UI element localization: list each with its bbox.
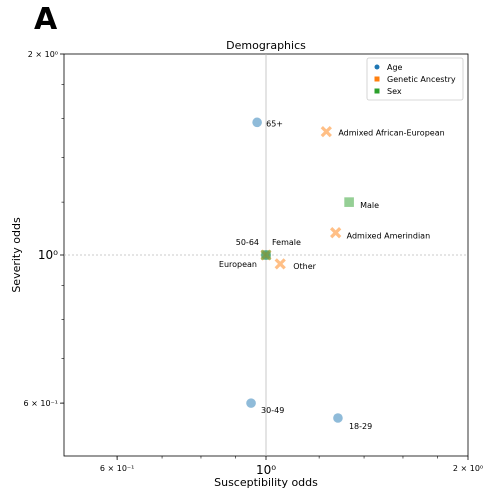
chart-title: Demographics (226, 39, 306, 52)
y-tick-label: 2 × 10⁰ (28, 50, 58, 59)
legend-label: Age (387, 63, 403, 72)
data-point-age (246, 398, 256, 408)
data-point-genetic-ancestry (330, 227, 342, 239)
legend-box (366, 57, 464, 101)
y-axis-label: Severity odds (10, 217, 23, 293)
data-point-age (333, 413, 343, 423)
data-point-label: Female (272, 238, 301, 247)
data-point-label: Other (293, 262, 316, 271)
data-point-label: 50-64 (236, 238, 259, 247)
legend-label: Sex (387, 87, 402, 96)
legend-marker (374, 64, 380, 70)
data-point-label: Admixed African-European (338, 129, 444, 138)
legend-marker (374, 88, 380, 94)
data-point-label: 30-49 (261, 406, 284, 415)
data-point-genetic-ancestry (320, 126, 332, 138)
data-point-label: European (219, 260, 257, 269)
legend-marker (374, 76, 380, 82)
data-point-label: 18-29 (349, 422, 372, 431)
data-point-label: Male (360, 201, 379, 210)
panel-letter: A (34, 2, 58, 37)
y-tick-label: 6 × 10⁻¹ (24, 399, 59, 408)
data-point-age (252, 117, 262, 128)
data-point-label: Admixed Amerindian (347, 232, 431, 241)
data-point-label: 65+ (266, 119, 283, 128)
legend-label: Genetic Ancestry (387, 75, 456, 84)
data-point-sex (261, 250, 271, 260)
x-tick-label: 2 × 10⁰ (453, 464, 483, 473)
x-tick-label: 10⁰ (256, 463, 276, 477)
x-tick-label: 6 × 10⁻¹ (100, 464, 135, 473)
data-point-genetic-ancestry (274, 258, 286, 270)
x-axis-label: Susceptibility odds (214, 476, 318, 489)
y-tick-label: 10⁰ (38, 248, 58, 262)
data-point-sex (344, 197, 354, 207)
